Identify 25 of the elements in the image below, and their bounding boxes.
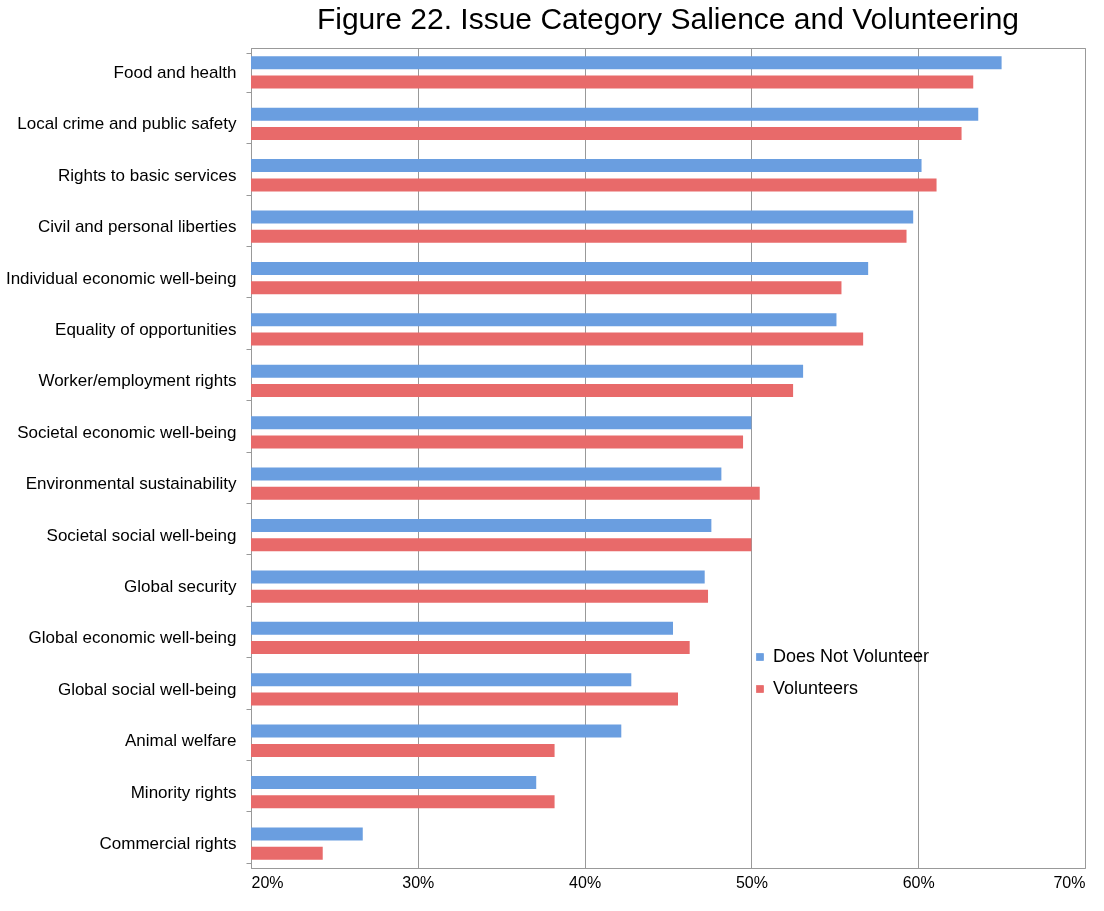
x-tick-label: 40% [569, 873, 602, 891]
x-tick-label: 20% [251, 873, 284, 891]
y-tick-label: Rights to basic services [57, 165, 237, 185]
y-tick-label: Food and health [113, 62, 237, 82]
y-tick-label: Civil and personal liberties [38, 217, 237, 237]
x-tick-label: 60% [902, 873, 935, 891]
y-tick-label: Global economic well-being [28, 628, 237, 648]
x-tick-label: 30% [402, 873, 435, 891]
y-tick-label: Local crime and public safety [17, 114, 237, 134]
chart-title: Figure 22. Issue Category Salience and Volunteering [316, 2, 1020, 35]
y-tick-label: Worker/employment rights [38, 371, 237, 391]
y-tick-label: Societal economic well-being [17, 422, 237, 442]
y-tick-label: Animal welfare [125, 731, 237, 751]
legend-label: Volunteers [773, 678, 859, 698]
x-tick-label: 70% [1053, 873, 1086, 891]
y-tick-label: Environmental sustainability [25, 474, 237, 494]
y-tick-label: Global security [124, 577, 237, 597]
y-tick-label: Societal social well-being [46, 525, 237, 545]
y-tick-label: Equality of opportunities [55, 319, 237, 339]
x-tick-label: 50% [735, 873, 768, 891]
y-tick-label: Commercial rights [99, 834, 237, 854]
y-tick-label: Global social well-being [57, 679, 237, 699]
y-tick-label: Minority rights [130, 782, 237, 802]
y-tick-label: Individual economic well-being [5, 268, 237, 288]
legend-label: Does Not Volunteer [773, 646, 930, 666]
